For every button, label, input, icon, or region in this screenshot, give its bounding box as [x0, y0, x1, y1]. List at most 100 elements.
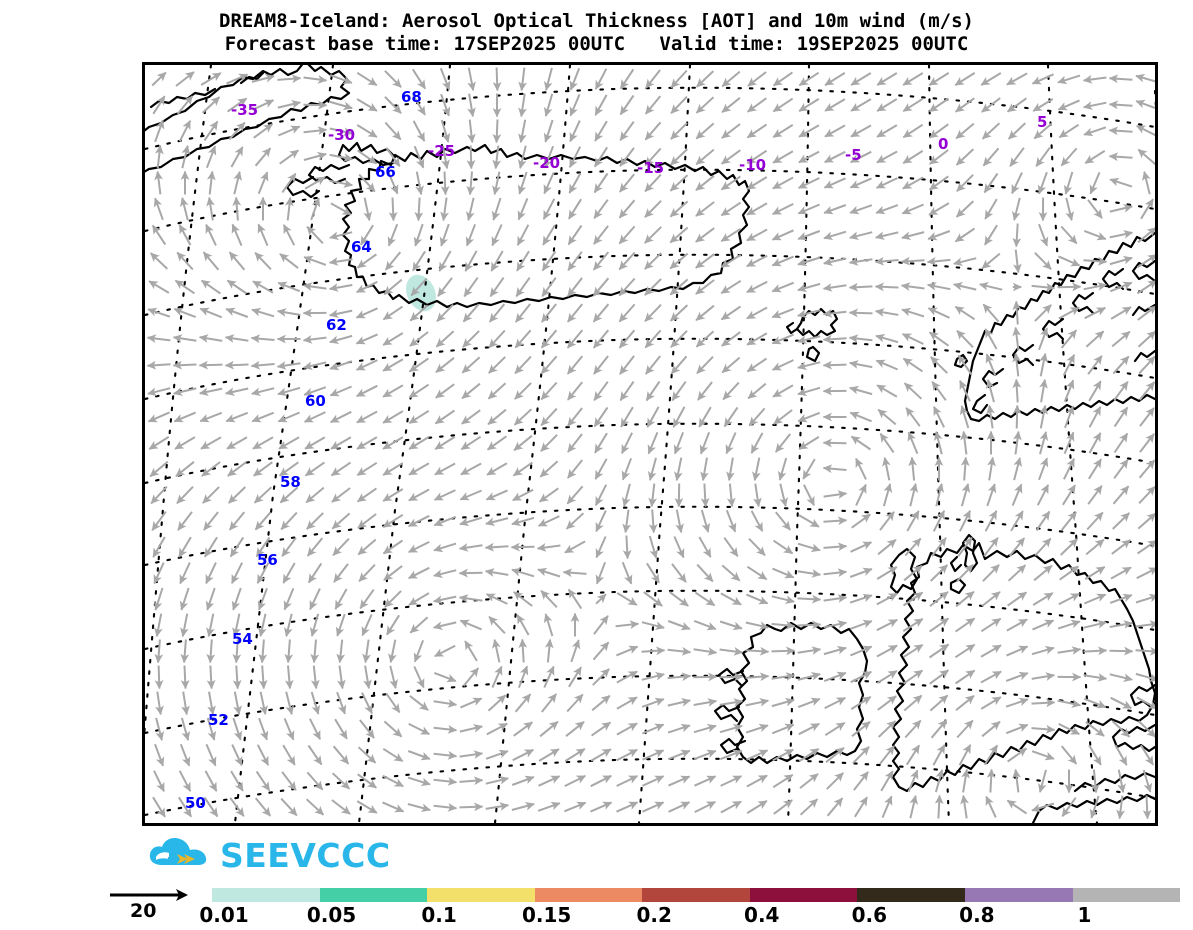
wind-arrow: [878, 720, 896, 738]
wind-arrow: [356, 98, 378, 112]
wind-arrow: [258, 613, 267, 637]
wind-arrow: [1135, 672, 1155, 683]
wind-arrow: [492, 67, 502, 92]
wind-arrow: [667, 723, 691, 734]
wind-arrow: [1141, 171, 1151, 195]
wind-arrow: [180, 639, 190, 664]
wind-arrow: [488, 356, 506, 374]
wind-arrow: [1058, 255, 1081, 267]
wind-arrow: [567, 381, 583, 401]
wind-arrow: [303, 151, 327, 161]
wind-arrow: [824, 150, 846, 164]
wind-arrow: [798, 514, 820, 528]
wind-arrow: [954, 227, 976, 243]
wind-arrow: [824, 124, 846, 138]
wind-arrow: [566, 485, 584, 505]
wind-arrow: [725, 432, 737, 455]
wind-arrow: [1032, 619, 1055, 631]
wind-arrow: [933, 431, 943, 455]
wind-arrow: [802, 458, 816, 480]
wind-arrow: [149, 460, 169, 478]
wind-arrow: [670, 148, 688, 166]
wind-arrow: [642, 749, 665, 761]
wind-arrow: [1058, 306, 1080, 320]
wind-arrow: [745, 698, 770, 707]
coast-shetland: [961, 533, 979, 573]
wind-arrow: [669, 591, 689, 607]
wind-arrow: [329, 360, 353, 371]
wind-arrow: [408, 723, 431, 735]
wind-arrow: [931, 381, 947, 401]
wind-arrow: [382, 488, 404, 502]
wind-arrow: [179, 562, 191, 585]
wind-arrow: [384, 96, 402, 114]
wind-arrow: [644, 147, 662, 167]
wind-arrow: [277, 74, 302, 84]
wind-arrow: [540, 590, 558, 608]
wind-arrow: [1033, 122, 1053, 140]
wind-arrow: [537, 801, 561, 812]
wind-arrow: [1088, 432, 1102, 454]
wind-arrow: [1035, 147, 1051, 167]
wind-arrow: [934, 769, 945, 793]
wind-arrow: [569, 94, 581, 117]
wind-arrow: [1038, 327, 1049, 351]
wind-arrow: [956, 174, 974, 192]
wind-arrow: [1138, 486, 1155, 504]
wind-arrow: [1008, 122, 1026, 140]
wind-arrow: [334, 718, 348, 740]
aot-shading-layer: [405, 274, 437, 312]
wind-arrow: [329, 100, 353, 111]
forecast-map[interactable]: -35 -30 -25 -20 -15 -10 -5 0 5 68 66 64 62 60 58 56 54 5…: [142, 62, 1158, 826]
wind-arrow: [983, 172, 999, 194]
wind-arrow: [594, 94, 608, 116]
wind-arrow: [1137, 720, 1155, 738]
wind-arrow: [594, 120, 608, 142]
wind-arrow: [902, 72, 924, 86]
wind-arrow: [513, 721, 533, 737]
wind-arrow: [542, 224, 556, 246]
wind-arrow: [435, 330, 455, 348]
coast-ireland: [735, 621, 869, 765]
wind-arrow: [1085, 538, 1105, 556]
wind-arrow: [567, 407, 583, 427]
wind-arrow: [693, 647, 718, 656]
wind-arrow: [618, 303, 636, 323]
wind-arrow: [252, 436, 274, 450]
wind-arrow: [1006, 72, 1028, 86]
wind-arrow: [173, 307, 197, 319]
wind-arrow: [646, 562, 660, 584]
wind-arrow: [799, 773, 819, 789]
wind-arrow: [955, 617, 976, 633]
wind-arrow: [926, 256, 951, 266]
wind-arrow: [228, 121, 246, 141]
wind-arrow: [1057, 74, 1081, 85]
wind-arrow: [905, 407, 921, 427]
wind-arrow: [876, 150, 898, 164]
wind-arrow: [459, 489, 482, 501]
wind-arrow: [173, 411, 196, 423]
wind-arrow: [198, 334, 223, 343]
wind-arrow: [747, 382, 767, 400]
wind-arrow: [823, 568, 848, 578]
wind-arrow: [1059, 565, 1079, 581]
wind-arrow: [1038, 223, 1049, 247]
wind-arrow: [489, 277, 505, 298]
wind-arrow: [721, 123, 741, 139]
wind-arrow: [333, 563, 349, 583]
wind-arrow: [307, 562, 323, 584]
wind-arrow: [746, 774, 768, 788]
wind-arrow: [543, 145, 555, 169]
wind-arrow: [356, 124, 378, 138]
aot-colorbar[interactable]: [212, 888, 1181, 902]
wind-arrow: [382, 462, 404, 476]
wind-arrow: [693, 749, 717, 761]
wind-arrow: [719, 647, 744, 656]
wind-arrow: [277, 386, 301, 397]
wind-arrow: [1006, 618, 1028, 632]
wind-arrow: [722, 381, 740, 401]
wind-arrow: [441, 145, 450, 170]
wind-arrow: [1062, 353, 1076, 376]
wind-arrow: [909, 483, 919, 507]
wind-arrow: [850, 435, 872, 451]
